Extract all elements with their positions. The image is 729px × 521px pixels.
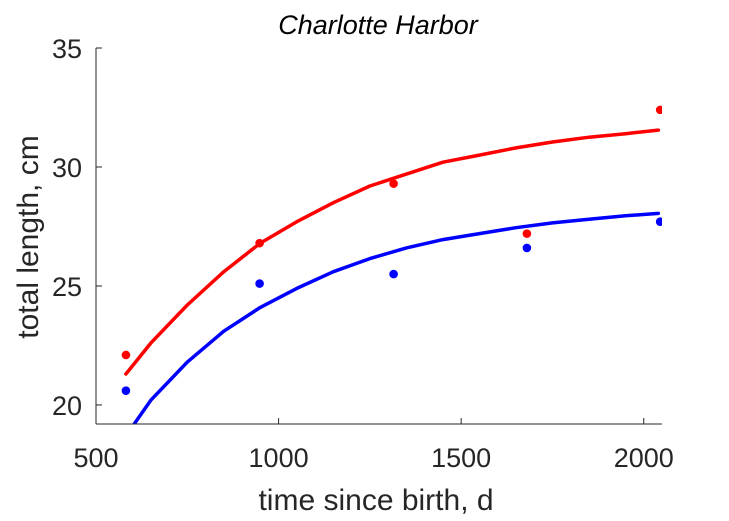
x-tick-label: 1000 (249, 443, 309, 473)
y-tick-label: 35 (52, 34, 82, 64)
x-axis: 500 1000 1500 2000 (73, 418, 674, 473)
y-axis-label: total length, cm (12, 135, 45, 338)
series-0-point (389, 179, 398, 188)
plot-area (121, 105, 662, 424)
series-0-point (655, 105, 662, 115)
y-axis: 20 25 30 35 (52, 34, 102, 424)
chart-title: Charlotte Harbor (278, 10, 479, 40)
series-1-point (389, 269, 398, 279)
x-tick-label: 2000 (614, 443, 674, 473)
series-0-point (255, 238, 264, 248)
series-0-fit-line (124, 128, 661, 376)
series-1-point (522, 243, 532, 253)
y-tick-label: 25 (52, 272, 82, 302)
y-tick-label: 20 (52, 391, 82, 421)
series-1-point (255, 279, 264, 288)
series-1-point (121, 386, 131, 395)
x-tick-label: 500 (73, 443, 118, 473)
y-tick-label: 30 (52, 153, 82, 183)
series-0-point (522, 229, 532, 238)
series-1-point (655, 217, 662, 227)
x-axis-label: time since birth, d (258, 484, 493, 517)
series-1-fit-line (132, 211, 661, 424)
series-0-point (121, 350, 131, 360)
x-tick-label: 1500 (431, 443, 491, 473)
